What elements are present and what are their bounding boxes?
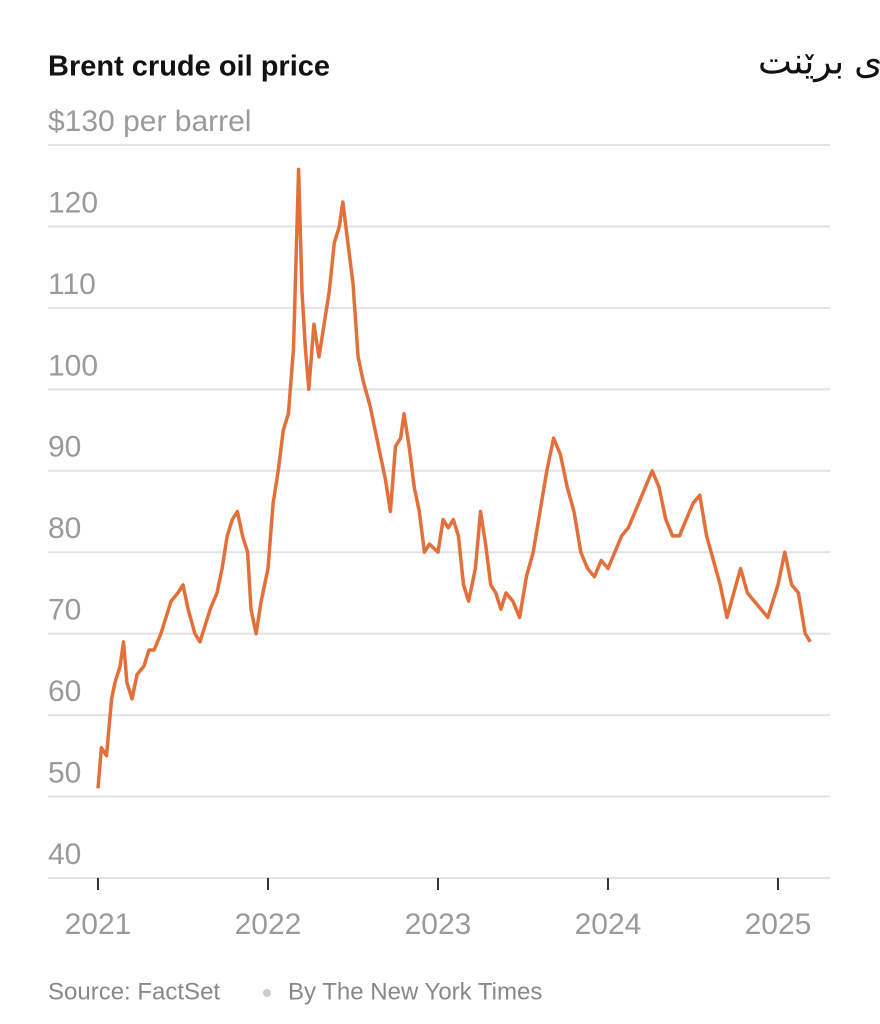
x-tick-label: 2021 — [65, 908, 132, 941]
y-tick-label: 60 — [48, 675, 81, 708]
y-tick-label: 80 — [48, 512, 81, 545]
chart-title: Brent crude oil price — [48, 51, 330, 83]
x-tick-label: 2023 — [405, 908, 472, 941]
credit: By The New York Times — [288, 978, 542, 1005]
y-tick-label: 110 — [48, 268, 96, 301]
y-tick-label: 90 — [48, 431, 81, 464]
y-tick-label: 100 — [48, 349, 98, 382]
y-tick-label: 70 — [48, 594, 81, 627]
y-tick-label: 50 — [48, 756, 81, 789]
y-tick-label: $130 per barrel — [48, 105, 251, 138]
x-tick-label: 2024 — [575, 908, 642, 941]
chart-subtitle: نرخی خاوی برێنت — [758, 41, 880, 83]
price-line — [96, 167, 812, 789]
separator — [263, 989, 271, 997]
x-tick-label: 2022 — [235, 908, 302, 941]
y-tick-label: 40 — [48, 838, 81, 871]
y-tick-label: 120 — [48, 186, 98, 219]
x-tick-label: 2025 — [745, 908, 812, 941]
source: Source: FactSet — [48, 978, 220, 1005]
